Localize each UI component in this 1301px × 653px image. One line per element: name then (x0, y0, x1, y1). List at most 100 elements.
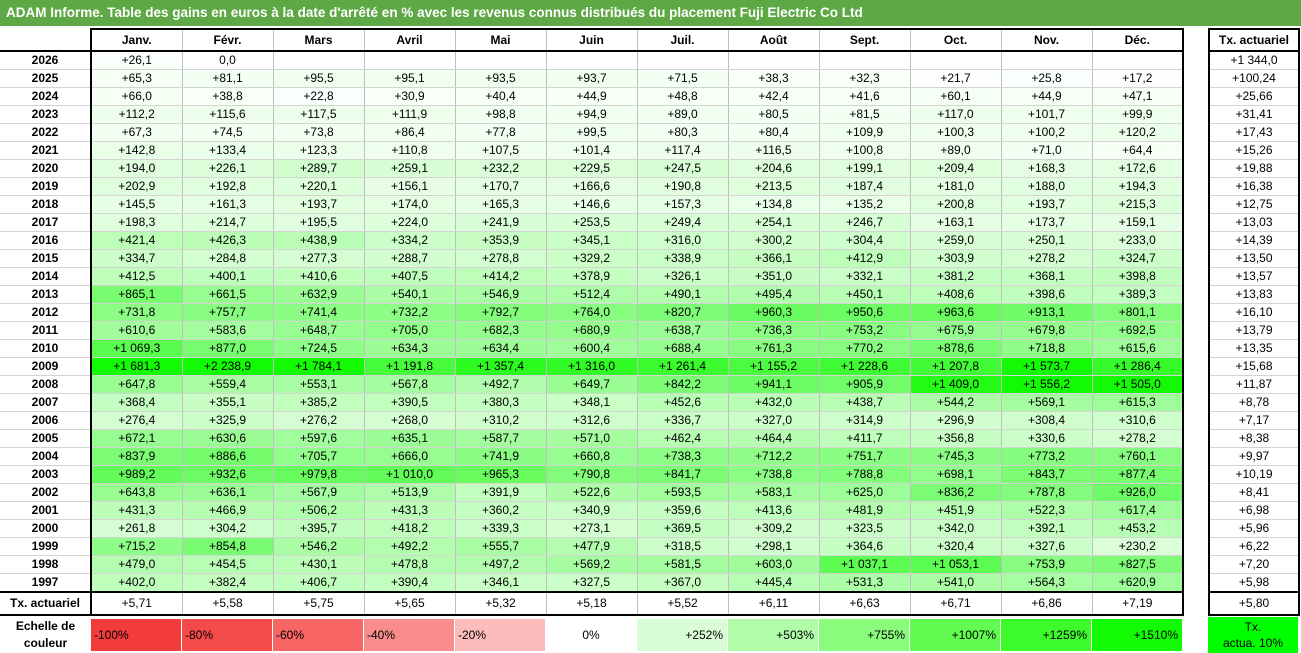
gain-cell: +360,2 (455, 501, 547, 520)
actuarial-footer-cell: +5,80 (1208, 592, 1300, 616)
gain-cell: +1 010,0 (364, 465, 456, 484)
gain-cell: +327,5 (546, 573, 638, 593)
gain-cell: +289,7 (273, 159, 365, 178)
gain-cell: +438,7 (819, 393, 911, 412)
gain-cell: +770,2 (819, 339, 911, 358)
gain-cell: +546,9 (455, 285, 547, 304)
gain-cell: +705,7 (273, 447, 365, 466)
gain-cell: +278,2 (1092, 429, 1184, 448)
gain-cell: +438,9 (273, 231, 365, 250)
actuarial-rate-cell: +12,75 (1208, 195, 1300, 214)
year-cell: 2021 (0, 141, 92, 160)
gain-cell: +310,6 (1092, 411, 1184, 430)
gains-table: Janv. Févr. Mars Avril Mai Juin Juil. Août Sept.… (0, 28, 1184, 616)
gain-cell: +479,0 (91, 555, 183, 574)
gain-cell: +431,3 (91, 501, 183, 520)
gain-cell: +643,8 (91, 483, 183, 502)
actuarial-rate-header: Tx. actuariel (1208, 28, 1300, 52)
year-cell: 2026 (0, 51, 92, 70)
year-cell: 2005 (0, 429, 92, 448)
gain-cell: +692,5 (1092, 321, 1184, 340)
actuarial-rate-cell: +13,50 (1208, 249, 1300, 268)
gain-cell: +135,2 (819, 195, 911, 214)
gain-cell: +751,7 (819, 447, 911, 466)
actuarial-rate-cell: +19,88 (1208, 159, 1300, 178)
color-scale-swatch: -40% (364, 619, 455, 651)
actuarial-row: +100,24 (1208, 69, 1300, 88)
gain-cell: +555,7 (455, 537, 547, 556)
year-cell: 2004 (0, 447, 92, 466)
gain-cell: +323,5 (819, 519, 911, 538)
gain-cell: +173,7 (1001, 213, 1093, 232)
month-header: Sept. (819, 28, 911, 52)
gain-cell: +950,6 (819, 303, 911, 322)
gain-cell: +38,8 (182, 87, 274, 106)
month-header: Janv. (91, 28, 183, 52)
year-cell: 2007 (0, 393, 92, 412)
gain-cell: +647,8 (91, 375, 183, 394)
gain-cell: +30,9 (364, 87, 456, 106)
gain-cell: +753,9 (1001, 555, 1093, 574)
gain-cell: +625,0 (819, 483, 911, 502)
gain-cell: +1 053,1 (910, 555, 1002, 574)
gain-cell: +112,2 (91, 105, 183, 124)
gain-cell: +80,4 (728, 123, 820, 142)
gain-cell: +1 191,8 (364, 357, 456, 376)
table-row: 2016 +421,4 +426,3 +438,9 +334,2 +353,9 +345,1… (0, 231, 1184, 250)
gain-cell: +194,3 (1092, 177, 1184, 196)
footer-rate-cell: +5,71 (91, 592, 183, 616)
gain-cell: +615,6 (1092, 339, 1184, 358)
gain-cell: +80,5 (728, 105, 820, 124)
gain-cell (1092, 51, 1184, 70)
gain-cell: +310,2 (455, 411, 547, 430)
footer-rate-cell: +6,11 (728, 592, 820, 616)
gain-cell: +190,8 (637, 177, 729, 196)
gain-cell: +215,3 (1092, 195, 1184, 214)
gain-cell: +410,6 (273, 267, 365, 286)
gain-cell: +1 228,6 (819, 357, 911, 376)
gain-cell: +553,1 (273, 375, 365, 394)
year-cell: 2003 (0, 465, 92, 484)
gain-cell: +353,9 (455, 231, 547, 250)
gain-cell: +117,4 (637, 141, 729, 160)
gain-cell: +718,8 (1001, 339, 1093, 358)
gain-cell: +462,4 (637, 429, 729, 448)
gain-cell: +22,8 (273, 87, 365, 106)
page-title: ADAM Informe. Table des gains en euros à… (0, 0, 1301, 26)
year-cell: 2009 (0, 357, 92, 376)
actuarial-rate-cell: +25,66 (1208, 87, 1300, 106)
gain-cell: +38,3 (728, 69, 820, 88)
gain-cell: +99,9 (1092, 105, 1184, 124)
gain-cell: +842,2 (637, 375, 729, 394)
gain-cell: +513,9 (364, 483, 456, 502)
gain-cell: +101,7 (1001, 105, 1093, 124)
gain-cell: +675,9 (910, 321, 1002, 340)
actuarial-row: +7,20 (1208, 555, 1300, 574)
actuarial-rate-table: Tx. actuariel +1 344,0 +100,24 +25,66 +31,4… (1208, 28, 1300, 616)
gain-cell: +571,0 (546, 429, 638, 448)
gain-cell: +41,6 (819, 87, 911, 106)
corner-cell (0, 29, 92, 52)
gain-cell: +390,4 (364, 573, 456, 593)
actuarial-rate-cell: +7,20 (1208, 555, 1300, 574)
gain-cell: +1 681,3 (91, 357, 183, 376)
gain-cell: +932,6 (182, 465, 274, 484)
gain-cell: +1 573,7 (1001, 357, 1093, 376)
gain-cell: +522,3 (1001, 501, 1093, 520)
gain-cell: +426,3 (182, 231, 274, 250)
actuarial-rate-cell: +16,38 (1208, 177, 1300, 196)
gain-cell: +209,4 (910, 159, 1002, 178)
gain-cell: +312,6 (546, 411, 638, 430)
gain-cell: +854,8 (182, 537, 274, 556)
actuarial-row: +13,50 (1208, 249, 1300, 268)
gain-cell: +878,6 (910, 339, 1002, 358)
gain-cell: +21,7 (910, 69, 1002, 88)
gain-cell: +495,4 (728, 285, 820, 304)
gain-cell: +788,8 (819, 465, 911, 484)
gain-cell: +156,1 (364, 177, 456, 196)
color-scale-label: Echelle de couleur (0, 617, 91, 653)
gain-cell: +229,5 (546, 159, 638, 178)
gain-cell: +569,2 (546, 555, 638, 574)
gain-cell: +960,3 (728, 303, 820, 322)
gain-cell: +101,4 (546, 141, 638, 160)
